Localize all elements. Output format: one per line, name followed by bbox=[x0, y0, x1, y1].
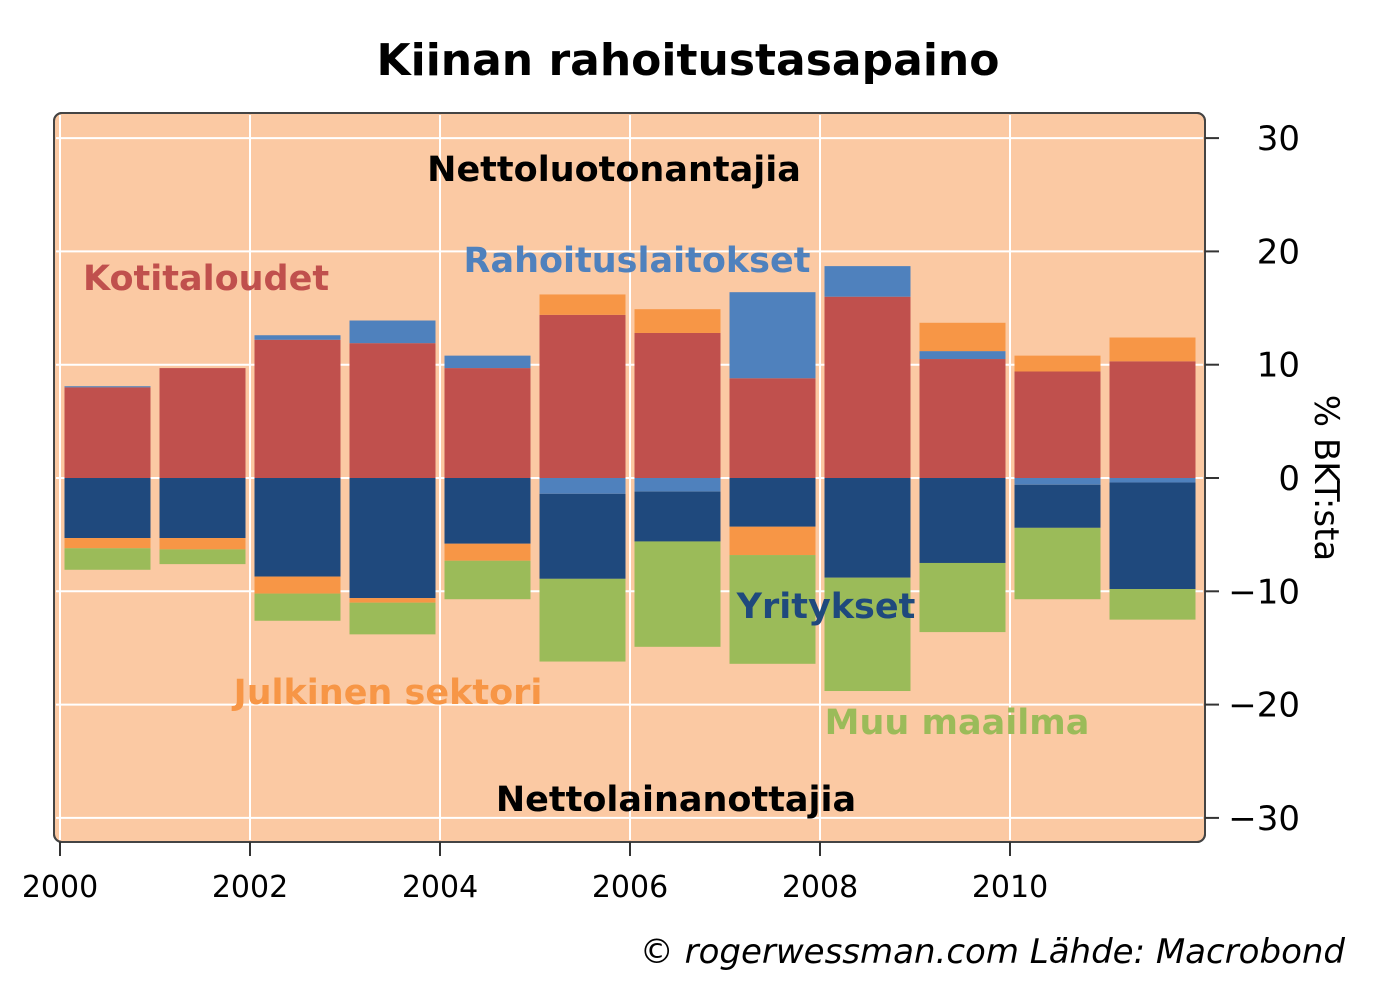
bar-muu-maailma-2004 bbox=[444, 560, 531, 600]
bars bbox=[64, 266, 1196, 692]
grid bbox=[56, 115, 1203, 840]
x-tick-label: 2000 bbox=[22, 870, 98, 905]
x-tick-label: 2008 bbox=[782, 870, 858, 905]
bar-yritykset-2004 bbox=[444, 478, 531, 544]
y-tick-label: 0 bbox=[1278, 459, 1300, 499]
bar-julkinen-sektori-2009 bbox=[919, 322, 1006, 352]
bar-yritykset-2011 bbox=[1109, 482, 1196, 590]
bar-rahoituslaitokset-2002 bbox=[254, 335, 341, 340]
y-tick-label: −30 bbox=[1228, 799, 1300, 839]
bar-kotitaloudet-2005 bbox=[539, 314, 626, 478]
bar-rahoituslaitokset-2007 bbox=[729, 292, 816, 379]
bar-rahoituslaitokset-2008 bbox=[824, 266, 911, 297]
bar-muu-maailma-2003 bbox=[349, 602, 436, 635]
bar-muu-maailma-2011 bbox=[1109, 589, 1196, 620]
bar-rahoituslaitokset-2009 bbox=[919, 351, 1006, 360]
bar-julkinen-sektori-2007 bbox=[729, 526, 816, 556]
chart-title: Kiinan rahoitustasapaino bbox=[377, 35, 1000, 86]
bar-muu-maailma-2007 bbox=[729, 555, 816, 664]
bar-rahoituslaitokset-2011 bbox=[1109, 478, 1196, 483]
bar-kotitaloudet-2004 bbox=[444, 368, 531, 478]
bar-rahoituslaitokset-2010 bbox=[1014, 478, 1101, 485]
bar-julkinen-sektori-2006 bbox=[634, 309, 721, 333]
bar-muu-maailma-2005 bbox=[539, 578, 626, 662]
label-yritykset: Yritykset bbox=[736, 587, 916, 627]
bar-kotitaloudet-2010 bbox=[1014, 371, 1101, 478]
label-julkinen-sektori: Julkinen sektori bbox=[232, 673, 543, 713]
bar-julkinen-sektori-2004 bbox=[444, 543, 531, 561]
bar-yritykset-2006 bbox=[634, 491, 721, 542]
bar-yritykset-2007 bbox=[729, 478, 816, 527]
bar-muu-maailma-2008 bbox=[824, 577, 911, 692]
bar-kotitaloudet-2000 bbox=[64, 387, 151, 478]
y-axis-label: % BKT:sta bbox=[1306, 395, 1346, 561]
bar-yritykset-2001 bbox=[159, 478, 246, 539]
x-tick-label: 2004 bbox=[402, 870, 478, 905]
bar-julkinen-sektori-2011 bbox=[1109, 337, 1196, 362]
label-rahoituslaitokset: Rahoituslaitokset bbox=[464, 241, 811, 281]
y-axis: 30 20 10 0 −10 −20 −30 bbox=[1205, 119, 1300, 839]
bar-muu-maailma-2001 bbox=[159, 549, 246, 565]
label-muu-maailma: Muu maailma bbox=[825, 703, 1090, 743]
label-kotitaloudet: Kotitaloudet bbox=[83, 259, 329, 299]
bar-julkinen-sektori-2005 bbox=[539, 294, 626, 315]
bar-kotitaloudet-2006 bbox=[634, 332, 721, 478]
bar-yritykset-2005 bbox=[539, 493, 626, 579]
y-tick-label: −10 bbox=[1228, 572, 1300, 612]
y-tick-label: 20 bbox=[1257, 232, 1300, 272]
x-axis: 2000 2002 2004 2006 2008 2010 bbox=[22, 842, 1048, 905]
bar-yritykset-2010 bbox=[1014, 484, 1101, 528]
bar-rahoituslaitokset-2003 bbox=[349, 320, 436, 344]
bar-kotitaloudet-2007 bbox=[729, 378, 816, 478]
bar-kotitaloudet-2008 bbox=[824, 296, 911, 478]
bar-yritykset-2000 bbox=[64, 478, 151, 539]
bar-kotitaloudet-2003 bbox=[349, 343, 436, 478]
bar-yritykset-2008 bbox=[824, 478, 911, 578]
footer-source: © rogerwessman.com Lähde: Macrobond bbox=[640, 932, 1346, 972]
bar-rahoituslaitokset-2004 bbox=[444, 355, 531, 369]
bar-kotitaloudet-2002 bbox=[254, 339, 341, 478]
bar-kotitaloudet-2001 bbox=[159, 368, 246, 478]
bar-yritykset-2003 bbox=[349, 478, 436, 599]
bar-julkinen-sektori-2002 bbox=[254, 576, 341, 594]
bar-julkinen-sektori-2010 bbox=[1014, 355, 1101, 372]
net-borrowers-annotation: Nettolainanottajia bbox=[496, 780, 856, 820]
y-tick-label: 30 bbox=[1257, 119, 1300, 159]
x-tick-label: 2002 bbox=[212, 870, 288, 905]
bar-julkinen-sektori-2003 bbox=[349, 598, 436, 603]
bar-kotitaloudet-2009 bbox=[919, 359, 1006, 478]
bar-rahoituslaitokset-2005 bbox=[539, 478, 626, 494]
bar-julkinen-sektori-2000 bbox=[64, 538, 151, 549]
bar-muu-maailma-2006 bbox=[634, 541, 721, 647]
bar-yritykset-2009 bbox=[919, 478, 1006, 563]
bar-muu-maailma-2010 bbox=[1014, 527, 1101, 600]
bar-rahoituslaitokset-2000 bbox=[64, 386, 151, 388]
bar-muu-maailma-2002 bbox=[254, 593, 341, 621]
y-tick-label: 10 bbox=[1257, 346, 1300, 386]
bar-muu-maailma-2000 bbox=[64, 548, 151, 570]
y-tick-label: −20 bbox=[1228, 686, 1300, 726]
bar-muu-maailma-2009 bbox=[919, 562, 1006, 633]
x-tick-label: 2006 bbox=[592, 870, 668, 905]
bar-julkinen-sektori-2001 bbox=[159, 538, 246, 550]
bar-rahoituslaitokset-2006 bbox=[634, 478, 721, 492]
bar-yritykset-2002 bbox=[254, 478, 341, 577]
x-tick-label: 2010 bbox=[972, 870, 1048, 905]
bar-kotitaloudet-2011 bbox=[1109, 361, 1196, 478]
net-lenders-annotation: Nettoluotonantajia bbox=[427, 150, 801, 190]
